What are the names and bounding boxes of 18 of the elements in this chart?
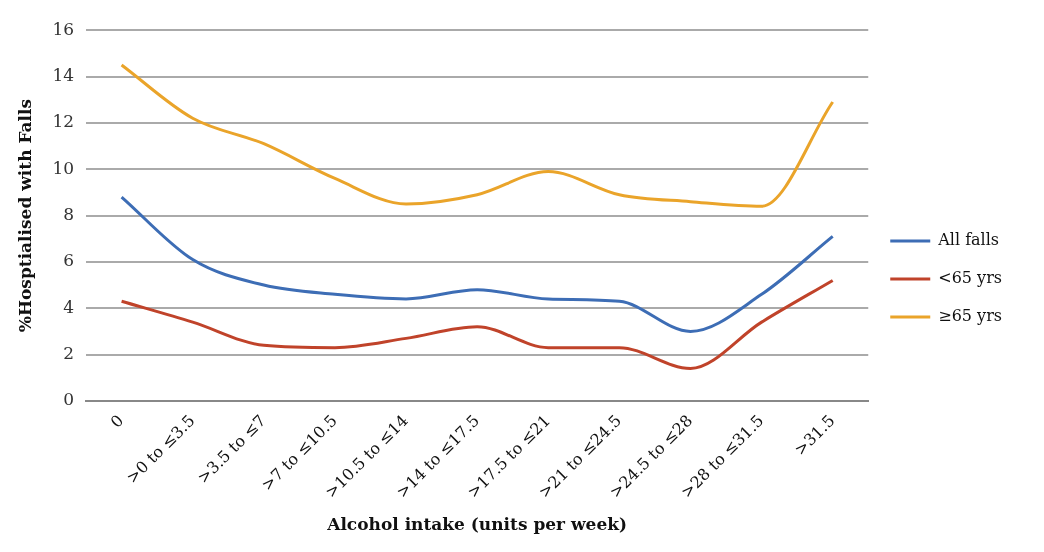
x-axis-title: Alcohol intake (units per week) bbox=[326, 514, 628, 535]
line-series bbox=[120, 195, 835, 333]
line-series bbox=[120, 278, 835, 370]
legend-label: ≥65 yrs bbox=[938, 306, 1002, 326]
line-series bbox=[120, 63, 835, 208]
y-axis-title: %Hosptialised with Falls bbox=[14, 98, 35, 333]
y-tick-label: 14 bbox=[52, 64, 75, 85]
y-tick-label: 4 bbox=[63, 296, 75, 317]
x-tick-label: 0 bbox=[106, 411, 128, 432]
y-tick-label: 12 bbox=[52, 111, 75, 132]
y-tick-label: 10 bbox=[52, 157, 75, 178]
legend-label: All falls bbox=[937, 230, 1000, 250]
y-tick-label: 6 bbox=[63, 250, 75, 271]
legend-label: <65 yrs bbox=[938, 268, 1002, 288]
y-tick-label: 0 bbox=[63, 389, 75, 410]
y-tick-label: 2 bbox=[63, 343, 75, 364]
y-tick-label: 16 bbox=[52, 18, 75, 39]
y-tick-label: 8 bbox=[63, 203, 75, 224]
